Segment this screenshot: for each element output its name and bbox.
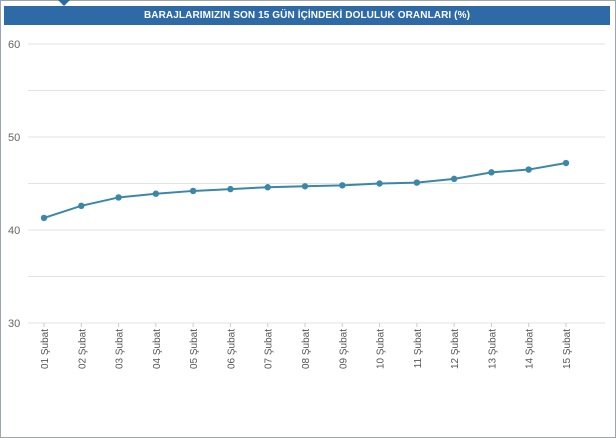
data-point[interactable] <box>115 194 122 201</box>
x-axis-ticks: 01 Şubat 02 Şubat 03 Şubat 04 Şubat 05 Şubat… <box>40 323 573 369</box>
grid-lines <box>28 43 605 324</box>
data-point[interactable] <box>562 159 570 167</box>
y-tick-label: 50 <box>8 132 20 144</box>
data-point[interactable] <box>152 190 160 197</box>
x-tick-label: 07 Şubat <box>264 329 275 369</box>
header-notch <box>58 0 70 6</box>
data-points <box>40 159 570 222</box>
data-point[interactable] <box>78 202 85 210</box>
series-line <box>43 162 567 219</box>
chart-title: BARAJLARIMIZIN SON 15 GÜN İÇİNDEKİ DOLUL… <box>4 6 610 25</box>
x-tick-label: 13 Şubat <box>487 329 498 369</box>
data-point[interactable] <box>301 183 309 190</box>
y-axis-ticks: 30 40 50 60 <box>8 39 20 330</box>
x-tick-label: 15 Şubat <box>562 329 573 369</box>
y-tick-label: 60 <box>8 39 20 51</box>
data-point[interactable] <box>189 187 197 195</box>
x-tick-label: 08 Şubat <box>301 329 312 369</box>
x-tick-label: 02 Şubat <box>77 329 88 369</box>
x-tick-label: 10 Şubat <box>376 329 387 369</box>
x-tick-label: 01 Şubat <box>40 329 51 369</box>
y-tick-label: 40 <box>8 225 20 237</box>
data-point[interactable] <box>376 180 383 187</box>
x-tick-label: 04 Şubat <box>152 329 163 369</box>
y-tick-label: 30 <box>8 318 20 330</box>
x-tick-label: 09 Şubat <box>338 329 349 369</box>
data-point[interactable] <box>264 184 271 191</box>
data-point[interactable] <box>525 166 532 173</box>
data-point[interactable] <box>339 182 346 189</box>
x-tick-label: 14 Şubat <box>525 329 536 369</box>
x-tick-label: 05 Şubat <box>189 329 200 369</box>
data-point[interactable] <box>40 214 48 222</box>
data-point[interactable] <box>450 175 458 183</box>
x-tick-label: 12 Şubat <box>450 329 461 369</box>
data-point[interactable] <box>488 169 495 176</box>
x-tick-label: 03 Şubat <box>115 329 126 369</box>
x-tick-label: 11 Şubat <box>413 329 424 369</box>
data-point[interactable] <box>227 185 234 193</box>
x-tick-label: 06 Şubat <box>226 329 237 369</box>
data-point[interactable] <box>413 179 421 186</box>
